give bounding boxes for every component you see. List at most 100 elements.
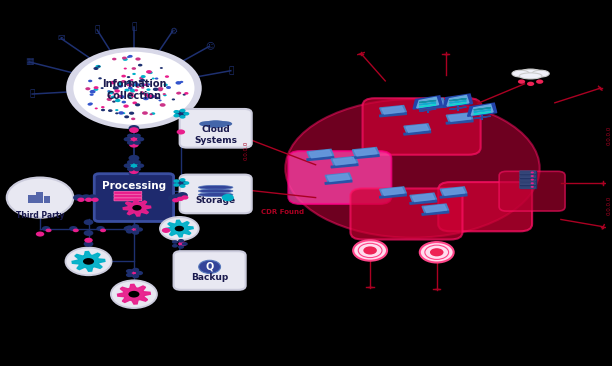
Circle shape: [142, 111, 148, 115]
Circle shape: [531, 175, 534, 177]
Circle shape: [149, 95, 155, 98]
Polygon shape: [449, 114, 471, 121]
Circle shape: [172, 244, 178, 248]
Circle shape: [95, 108, 98, 109]
Circle shape: [136, 271, 143, 275]
Polygon shape: [406, 124, 428, 132]
Circle shape: [96, 226, 105, 231]
Circle shape: [127, 83, 132, 86]
Circle shape: [112, 81, 116, 83]
Circle shape: [166, 86, 171, 89]
Circle shape: [174, 226, 184, 231]
Circle shape: [88, 194, 98, 201]
Circle shape: [162, 228, 170, 233]
Circle shape: [132, 274, 140, 279]
Circle shape: [133, 167, 141, 171]
Circle shape: [146, 70, 152, 74]
Polygon shape: [520, 185, 536, 188]
Ellipse shape: [198, 189, 233, 193]
FancyBboxPatch shape: [520, 178, 536, 181]
Circle shape: [180, 81, 184, 83]
Polygon shape: [404, 131, 431, 135]
Circle shape: [158, 89, 163, 92]
FancyBboxPatch shape: [499, 171, 565, 211]
Circle shape: [199, 260, 220, 273]
Circle shape: [127, 167, 134, 171]
Circle shape: [100, 87, 103, 89]
Circle shape: [130, 89, 135, 92]
Circle shape: [81, 194, 92, 201]
Circle shape: [137, 137, 144, 141]
Circle shape: [152, 95, 157, 98]
Circle shape: [130, 79, 133, 81]
Circle shape: [135, 89, 138, 92]
Circle shape: [84, 219, 94, 225]
FancyBboxPatch shape: [174, 251, 245, 290]
Circle shape: [165, 75, 169, 78]
Circle shape: [172, 198, 179, 202]
Text: 🍃: 🍃: [228, 66, 234, 75]
Circle shape: [129, 125, 140, 132]
Circle shape: [129, 168, 139, 174]
Circle shape: [127, 76, 130, 78]
Circle shape: [128, 269, 140, 277]
Polygon shape: [471, 105, 493, 115]
Polygon shape: [440, 194, 467, 198]
Circle shape: [124, 137, 131, 141]
Circle shape: [126, 225, 133, 230]
Polygon shape: [449, 103, 466, 105]
Polygon shape: [419, 103, 436, 105]
Circle shape: [128, 55, 133, 58]
Ellipse shape: [519, 73, 542, 79]
Circle shape: [95, 65, 101, 68]
Circle shape: [119, 95, 124, 98]
Polygon shape: [419, 105, 446, 109]
Circle shape: [106, 98, 112, 101]
Polygon shape: [413, 96, 442, 109]
Circle shape: [364, 246, 377, 254]
Circle shape: [127, 161, 141, 170]
Circle shape: [127, 134, 134, 138]
FancyBboxPatch shape: [36, 192, 43, 203]
Circle shape: [131, 95, 135, 97]
Circle shape: [146, 83, 151, 86]
FancyBboxPatch shape: [362, 98, 480, 155]
Circle shape: [183, 112, 189, 116]
Circle shape: [127, 56, 130, 58]
Circle shape: [140, 79, 145, 82]
Circle shape: [88, 80, 92, 82]
Circle shape: [85, 87, 91, 90]
Ellipse shape: [204, 120, 227, 127]
FancyBboxPatch shape: [288, 151, 391, 204]
Circle shape: [531, 179, 534, 180]
Circle shape: [153, 87, 159, 91]
Polygon shape: [379, 187, 406, 196]
Circle shape: [127, 141, 134, 145]
Circle shape: [42, 226, 50, 231]
Circle shape: [122, 101, 126, 104]
Circle shape: [128, 92, 134, 96]
Circle shape: [182, 242, 188, 246]
Polygon shape: [404, 124, 431, 132]
Circle shape: [179, 184, 185, 188]
Circle shape: [129, 142, 139, 147]
Circle shape: [163, 94, 166, 96]
Polygon shape: [410, 193, 436, 202]
Polygon shape: [417, 97, 439, 108]
Circle shape: [179, 109, 185, 112]
Circle shape: [531, 171, 534, 173]
Circle shape: [84, 238, 93, 243]
Circle shape: [140, 91, 144, 93]
Circle shape: [124, 89, 129, 92]
Circle shape: [122, 58, 128, 61]
Ellipse shape: [285, 99, 540, 238]
Circle shape: [121, 80, 126, 83]
FancyBboxPatch shape: [520, 171, 536, 174]
Circle shape: [108, 109, 113, 112]
Circle shape: [45, 229, 51, 232]
FancyBboxPatch shape: [28, 195, 37, 203]
Circle shape: [129, 112, 134, 115]
Circle shape: [179, 115, 185, 119]
FancyBboxPatch shape: [114, 198, 142, 201]
Polygon shape: [520, 174, 536, 178]
